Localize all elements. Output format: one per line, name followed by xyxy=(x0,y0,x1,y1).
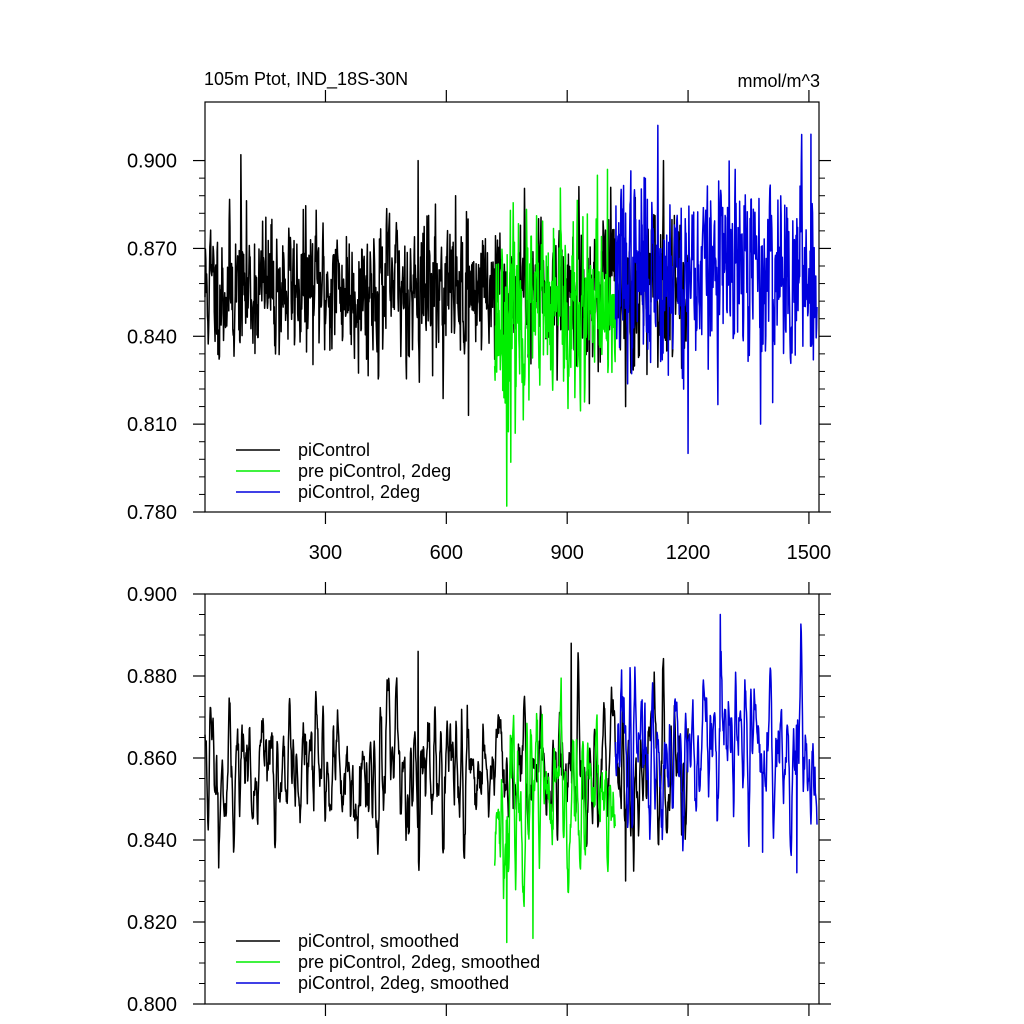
y-tick-label: 0.780 xyxy=(127,502,177,524)
top-legend-label-0: piControl xyxy=(298,440,370,460)
top-legend: piControl pre piControl, 2deg piControl,… xyxy=(236,440,451,502)
y-tick-label: 0.860 xyxy=(127,748,177,770)
x-tick-label: 300 xyxy=(309,542,342,564)
series-line-2 xyxy=(614,124,818,455)
top-units: mmol/m^3 xyxy=(738,71,820,91)
y-tick-label: 0.820 xyxy=(127,912,177,934)
bottom-legend: piControl, smoothed pre piControl, 2deg,… xyxy=(236,931,540,993)
y-tick-label: 0.800 xyxy=(127,994,177,1016)
y-tick-label: 0.870 xyxy=(127,238,177,260)
top-legend-label-1: pre piControl, 2deg xyxy=(298,461,451,481)
series-line-1 xyxy=(493,677,617,944)
bottom-legend-label-1: pre piControl, 2deg, smoothed xyxy=(298,952,540,972)
bottom-legend-label-2: piControl, 2deg, smoothed xyxy=(298,973,509,993)
y-tick-label: 0.900 xyxy=(127,584,177,606)
x-tick-label: 600 xyxy=(430,542,463,564)
top-legend-label-2: piControl, 2deg xyxy=(298,482,420,502)
y-tick-label: 0.840 xyxy=(127,830,177,852)
series-line-2 xyxy=(614,613,818,874)
top-series-group xyxy=(204,124,818,507)
bottom-panel: 0.800 0.820 0.840 0.860 0.880 0.900 piControl… xyxy=(127,582,831,1016)
series-line-1 xyxy=(493,168,617,507)
top-ticks: 0.780 0.810 0.840 0.870 0.900 300 600 900 1200 15… xyxy=(127,90,831,564)
y-tick-label: 0.880 xyxy=(127,666,177,688)
top-title: 105m Ptot, IND_18S-30N xyxy=(204,69,408,90)
top-panel: 105m Ptot, IND_18S-30N mmol/m^3 0.780 0.8… xyxy=(127,69,831,564)
x-tick-label: 900 xyxy=(551,542,584,564)
x-tick-label: 1200 xyxy=(666,542,711,564)
x-tick-label: 1500 xyxy=(787,542,832,564)
bottom-series-group xyxy=(204,613,818,944)
y-tick-label: 0.810 xyxy=(127,414,177,436)
top-plot-frame xyxy=(204,101,820,513)
series-line-0 xyxy=(204,642,689,882)
y-tick-label: 0.900 xyxy=(127,151,177,173)
y-tick-label: 0.840 xyxy=(127,326,177,348)
bottom-legend-label-0: piControl, smoothed xyxy=(298,931,459,951)
bottom-ticks: 0.800 0.820 0.840 0.860 0.880 0.900 xyxy=(127,582,831,1016)
